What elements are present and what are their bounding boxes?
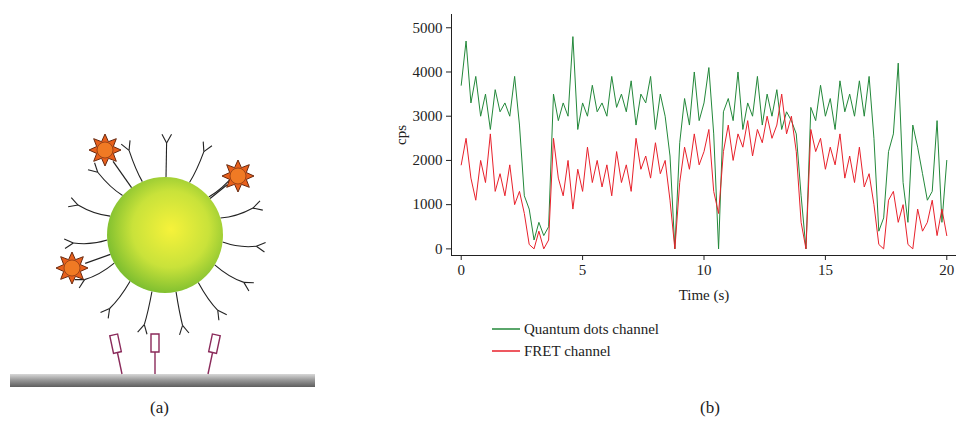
svg-text:cps: cps [393, 125, 409, 145]
html-text:(a): (a) [150, 398, 169, 417]
svg-text:0: 0 [435, 241, 443, 257]
html-text:Quantum dots channel: Quantum dots channel [524, 320, 659, 337]
svg-text:4000: 4000 [413, 64, 443, 80]
svg-text:5000: 5000 [413, 20, 443, 36]
svg-text:1000: 1000 [413, 196, 443, 212]
svg-text:5: 5 [579, 262, 587, 278]
svg-text:10: 10 [697, 262, 712, 278]
svg-text:Time (s): Time (s) [679, 287, 730, 304]
html-text:FRET channel: FRET channel [524, 342, 611, 359]
svg-text:15: 15 [818, 262, 833, 278]
svg-text:0: 0 [457, 262, 465, 278]
html-text:(b): (b) [700, 398, 720, 417]
svg-text:2000: 2000 [413, 152, 443, 168]
svg-text:3000: 3000 [413, 108, 443, 124]
svg-text:20: 20 [939, 262, 954, 278]
